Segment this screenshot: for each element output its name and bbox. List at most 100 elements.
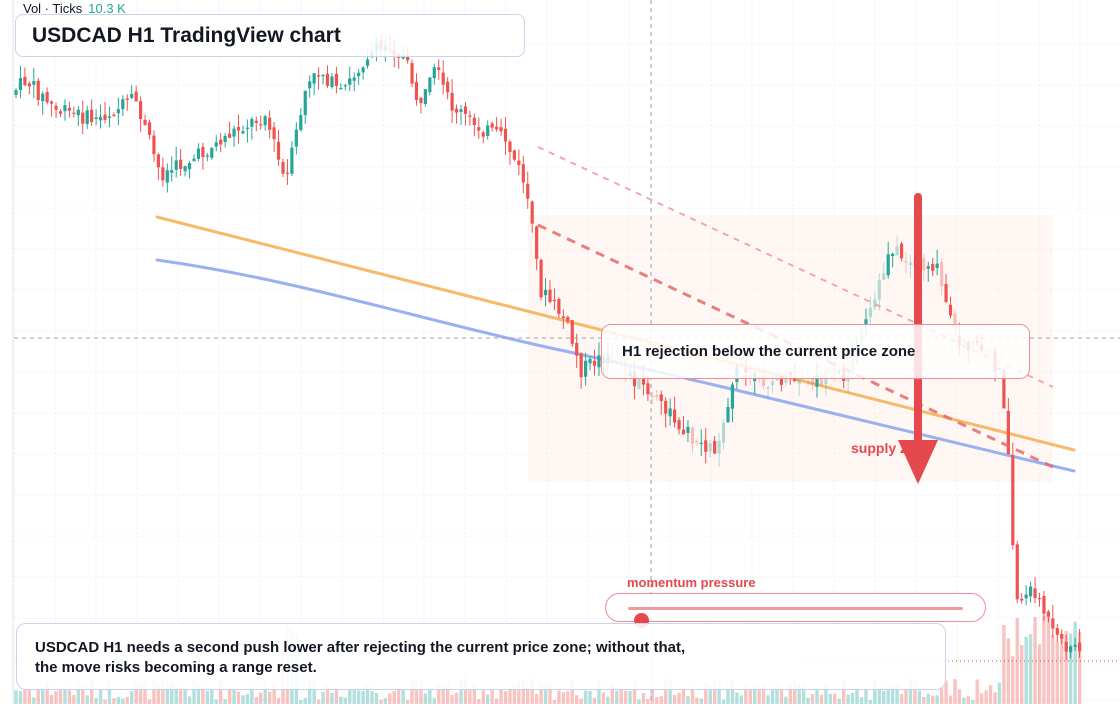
candle-body (1029, 586, 1033, 597)
candle-body (637, 378, 641, 390)
volume-bar (828, 693, 833, 704)
chart-title-card: USDCAD H1 TradingView chart (15, 14, 525, 57)
volume-bar (855, 688, 859, 704)
candle (650, 392, 654, 405)
volume-bar (27, 689, 32, 704)
candle-body (730, 384, 735, 409)
candle (281, 158, 285, 177)
volume-bar (588, 690, 592, 704)
candle-body (530, 201, 534, 224)
candle (134, 85, 138, 102)
volume-bar (107, 680, 112, 704)
volume-bar (712, 680, 717, 704)
candle (1029, 581, 1033, 603)
volume-bar (948, 695, 953, 704)
volume-bar (739, 695, 744, 704)
candle (32, 67, 36, 99)
candle-body (196, 148, 201, 159)
candle-body (948, 304, 953, 316)
volume-bar (276, 698, 281, 704)
volume-bar (112, 698, 116, 704)
volume-bar (219, 680, 223, 704)
candle-body (432, 67, 436, 79)
candle (299, 108, 303, 132)
candle (139, 96, 143, 132)
candle-body (535, 226, 539, 259)
candle-body (63, 105, 67, 112)
candle (98, 104, 103, 129)
volume-bar (121, 698, 125, 704)
candle (459, 104, 463, 125)
candle-body (299, 115, 303, 131)
candle (268, 110, 272, 139)
volume-bar (775, 682, 779, 704)
volume-bar (441, 684, 445, 704)
candle (410, 59, 414, 87)
volume-bar (526, 684, 530, 704)
volume-bar (784, 696, 788, 704)
candle-body (45, 92, 49, 103)
candle-body (210, 148, 214, 158)
candle (81, 100, 85, 135)
volume-bar (1073, 621, 1077, 704)
volume-bar (174, 685, 178, 704)
volume-bar (779, 686, 784, 704)
candle (165, 163, 169, 193)
candle (704, 428, 708, 464)
volume-bar (623, 690, 628, 704)
volume-bar (810, 694, 815, 704)
candle-body (708, 443, 712, 452)
candle-body (165, 170, 169, 183)
candle (156, 152, 160, 180)
volume-bar (793, 680, 797, 704)
volume-bar (348, 688, 352, 704)
candle (690, 426, 694, 453)
candle (575, 333, 579, 368)
candle-body (94, 117, 98, 120)
volume-bar (352, 689, 356, 704)
candle-body (935, 263, 939, 269)
volume-bar (628, 690, 632, 704)
volume-bar (116, 696, 121, 704)
volume-bar (388, 693, 392, 704)
candle-body (90, 109, 94, 122)
candle (708, 439, 712, 458)
candle (495, 117, 499, 132)
candle (205, 152, 209, 162)
candle-body (1011, 455, 1015, 546)
volume-indicator-value: 10.3 K (88, 1, 126, 16)
volume-bar (641, 693, 646, 704)
candle-body (659, 394, 663, 402)
volume-indicator-name: Vol · Ticks (23, 1, 83, 16)
volume-bar (917, 690, 922, 704)
candle (107, 106, 112, 128)
volume-bar (619, 688, 623, 704)
candle-body (566, 316, 570, 322)
candle-body (499, 127, 503, 132)
candle (1064, 634, 1068, 660)
candle-body (76, 109, 80, 116)
candle-body (103, 114, 107, 120)
volume-bar (988, 685, 993, 704)
volume-bar (330, 692, 334, 704)
volume-bar (486, 694, 490, 704)
candle-body (664, 400, 668, 414)
volume-bar (922, 697, 926, 704)
volume-bar (966, 696, 970, 704)
volume-bar (717, 680, 721, 704)
volume-legend[interactable]: Vol · Ticks 10.3 K (23, 1, 126, 16)
candle-body (107, 116, 112, 118)
candle-body (690, 427, 694, 444)
volume-bar (984, 690, 988, 704)
volume-bar (993, 692, 997, 704)
candle (76, 106, 80, 126)
volume-bar (36, 687, 40, 704)
volume-bar (499, 688, 503, 704)
volume-bar (583, 690, 588, 704)
candle (673, 396, 677, 428)
candle-body (161, 167, 165, 181)
volume-bar (1051, 635, 1055, 704)
candle-body (1077, 642, 1082, 652)
volume-bar (343, 697, 347, 704)
candle-body (575, 342, 579, 356)
